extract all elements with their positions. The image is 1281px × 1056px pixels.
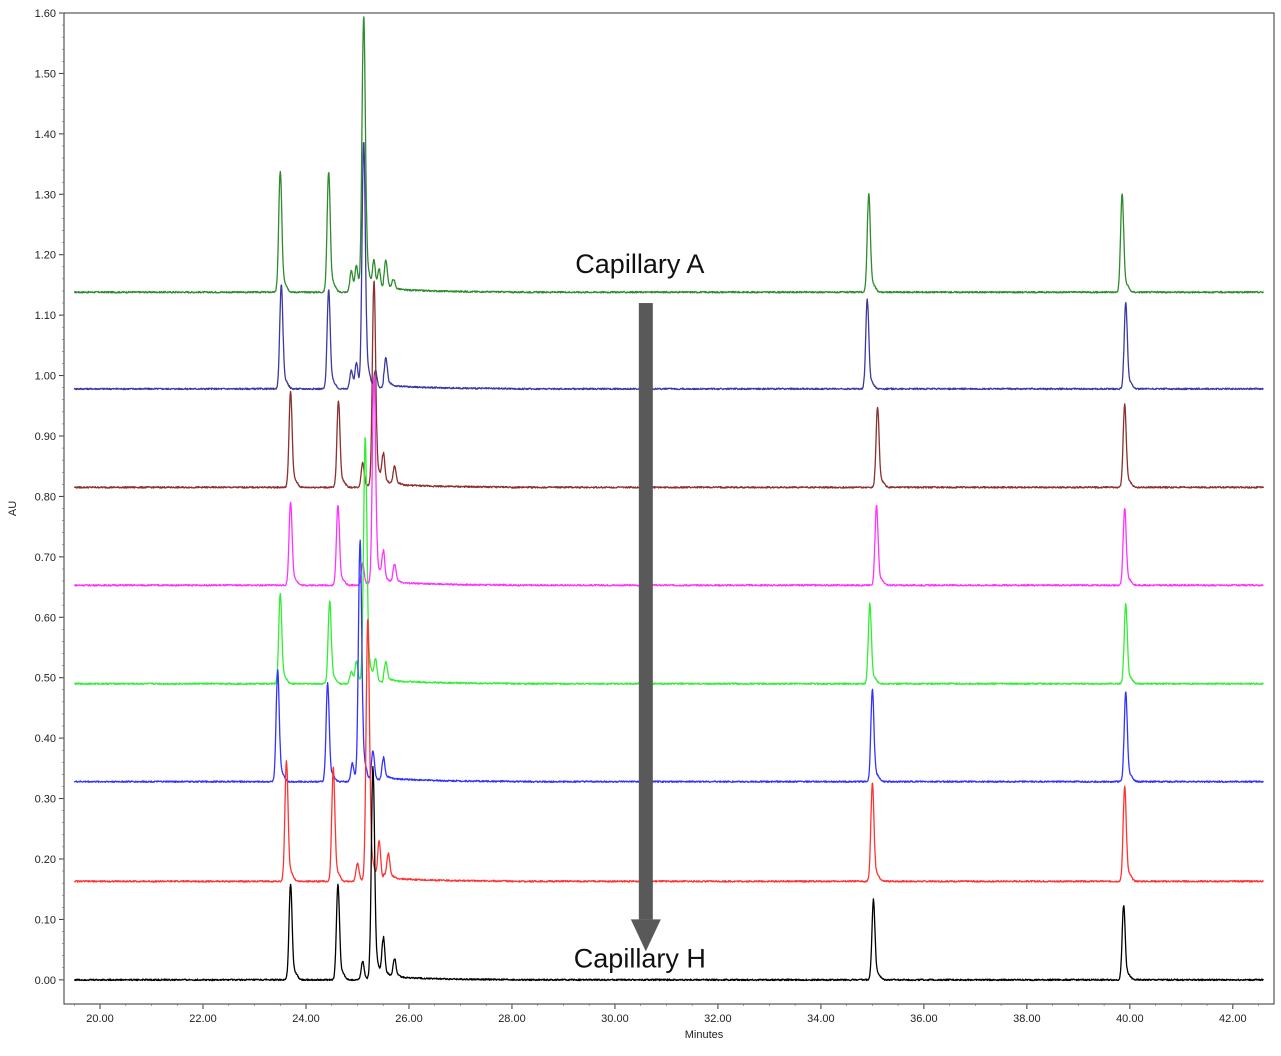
series-trace-7 bbox=[74, 618, 1264, 883]
plot-frame bbox=[63, 12, 1275, 1005]
annotation-layer: Capillary A Capillary H bbox=[574, 249, 706, 974]
series-trace-8 bbox=[73, 765, 1265, 982]
y-tick-label: 1.30 bbox=[35, 189, 56, 201]
x-tick-label: 42.00 bbox=[1219, 1013, 1247, 1025]
y-tick-label: 0.80 bbox=[35, 491, 56, 503]
y-tick-label: 0.20 bbox=[35, 854, 56, 866]
x-tick-label: 22.00 bbox=[189, 1013, 217, 1025]
x-tick-label: 26.00 bbox=[395, 1013, 423, 1025]
series-trace-4 bbox=[74, 375, 1264, 587]
x-tick-label: 20.00 bbox=[86, 1013, 114, 1025]
y-tick-label: 0.30 bbox=[35, 794, 56, 806]
x-tick-label: 40.00 bbox=[1116, 1013, 1144, 1025]
y-tick-label: 1.10 bbox=[35, 310, 56, 322]
series-trace-2 bbox=[73, 142, 1264, 391]
y-tick-label: 1.20 bbox=[35, 250, 56, 262]
x-tick-label: 32.00 bbox=[704, 1013, 732, 1025]
y-axis-label: AU bbox=[7, 501, 19, 516]
x-axis-label: Minutes bbox=[685, 1029, 724, 1041]
y-tick-label: 0.00 bbox=[35, 975, 56, 987]
x-tick-label: 28.00 bbox=[498, 1013, 526, 1025]
axes: 0.00 0.10 0.20 0.30 0.40 0.50 0.60 0.70 0.80 0.90… bbox=[35, 8, 1275, 1025]
y-tick-label: 0.50 bbox=[35, 673, 56, 685]
series-layer bbox=[73, 16, 1265, 982]
x-tick-label: 38.00 bbox=[1013, 1013, 1041, 1025]
series-trace-6 bbox=[73, 539, 1264, 784]
y-tick-label: 0.70 bbox=[35, 552, 56, 564]
x-tick-label: 34.00 bbox=[807, 1013, 835, 1025]
x-tick-label: 36.00 bbox=[910, 1013, 938, 1025]
capillary-h-label: Capillary H bbox=[574, 944, 706, 974]
y-tick-label: 0.10 bbox=[35, 914, 56, 926]
y-tick-label: 1.60 bbox=[35, 8, 56, 20]
arrow-head bbox=[630, 919, 661, 952]
series-trace-5 bbox=[73, 437, 1265, 686]
series-trace-1 bbox=[74, 16, 1265, 294]
x-tick-label: 24.00 bbox=[292, 1013, 320, 1025]
series-trace-3 bbox=[73, 280, 1265, 489]
y-tick-label: 0.90 bbox=[35, 431, 56, 443]
y-tick-label: 0.60 bbox=[35, 612, 56, 624]
y-tick-label: 1.40 bbox=[35, 129, 56, 141]
y-tick-label: 1.00 bbox=[35, 371, 56, 383]
capillary-a-label: Capillary A bbox=[575, 249, 704, 279]
arrow-shaft bbox=[638, 303, 653, 920]
y-tick-label: 1.50 bbox=[35, 68, 56, 80]
x-tick-label: 30.00 bbox=[601, 1013, 629, 1025]
y-tick-label: 0.40 bbox=[35, 733, 56, 745]
